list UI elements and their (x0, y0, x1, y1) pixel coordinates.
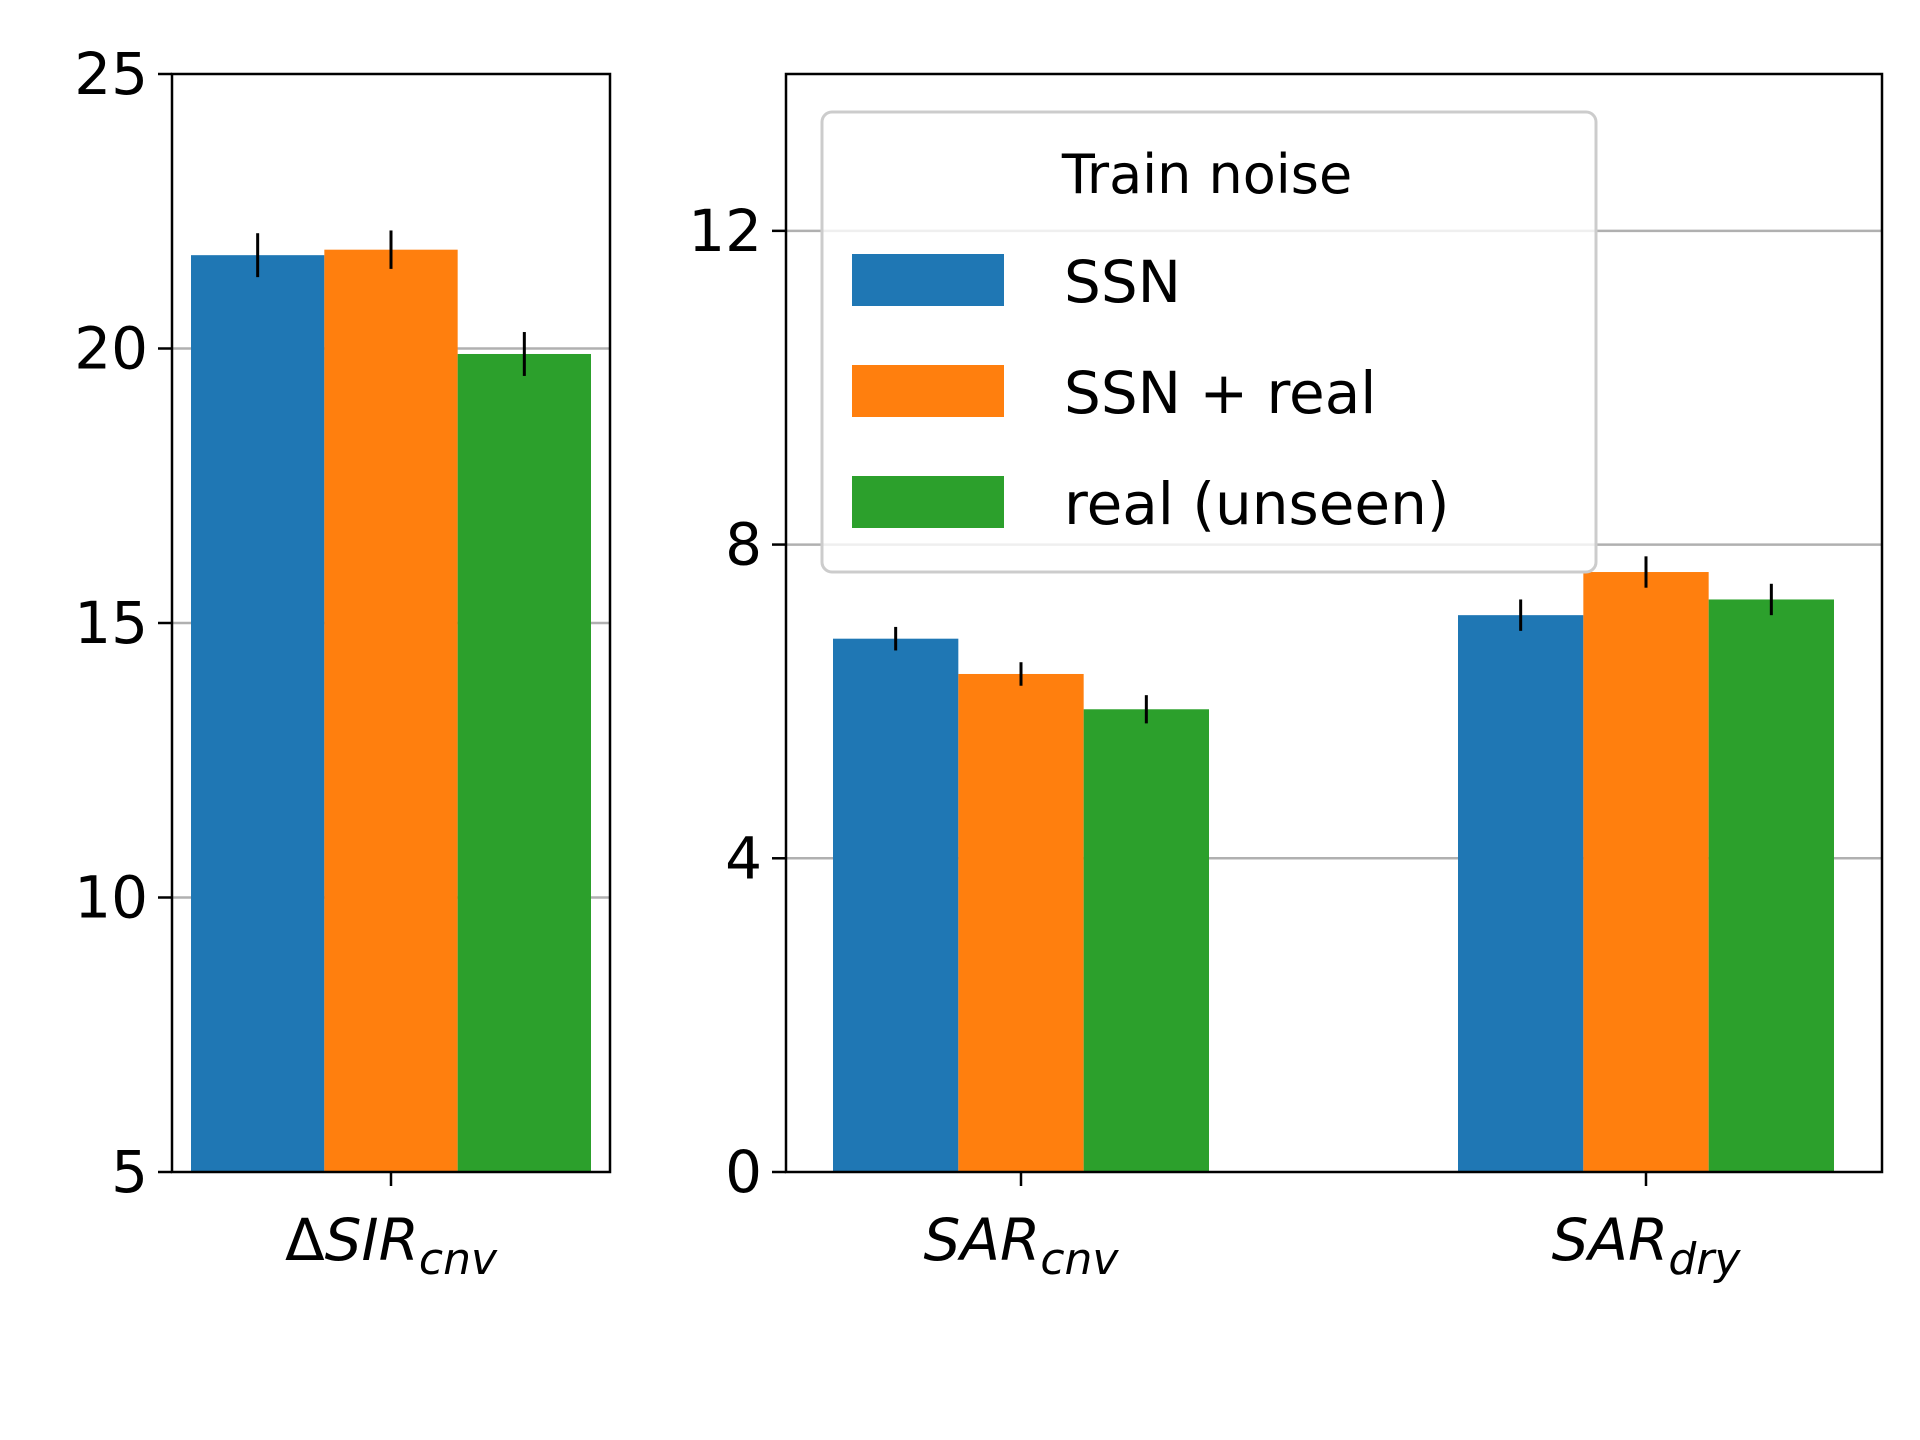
ytick-label-0-0: 5 (111, 1138, 148, 1206)
ytick-label-1-1: 4 (725, 824, 762, 892)
ytick-label-1-0: 0 (725, 1138, 762, 1206)
legend-label-real-unseen: real (unseen) (1064, 470, 1449, 538)
bar-sar-dry-real-unseen (1708, 599, 1834, 1172)
legend-swatch-ssn (852, 254, 1004, 306)
legend: Train noise SSN SSN + real real (unseen) (820, 110, 1598, 574)
bar-sar-dry-ssn (1458, 615, 1584, 1172)
legend-swatch-ssn-real (852, 365, 1004, 417)
legend-label-ssn: SSN (1064, 248, 1181, 316)
panel-sar: 0 4 8 12 SARcnv SARdry (688, 72, 1884, 1285)
legend-frame (820, 110, 1598, 574)
legend-swatch-real-unseen (852, 476, 1004, 528)
bar-sar-dry-ssn-real (1583, 572, 1709, 1172)
axes-frame-1 (784, 72, 1884, 1174)
bar-dsir-cnv-ssn-real (324, 249, 458, 1172)
bar-sar-cnv-real-unseen (1083, 709, 1209, 1172)
bar-dsir-cnv-ssn (191, 255, 325, 1173)
legend-title: Train noise (1061, 143, 1352, 206)
bar-sar-cnv-ssn-real (958, 673, 1084, 1172)
xtick-label-sar-cnv: SARcnv (924, 1206, 1120, 1285)
xtick-label-sar-dry: SARdry (1552, 1206, 1742, 1285)
ytick-label-1-3: 12 (688, 197, 762, 265)
bar-dsir-cnv-real-unseen (457, 353, 591, 1172)
ytick-label-0-4: 25 (74, 40, 148, 108)
ytick-label-0-3: 20 (74, 315, 148, 383)
ytick-label-1-2: 8 (725, 511, 762, 579)
ytick-label-0-1: 10 (74, 864, 148, 932)
xtick-label-dsir-cnv: ΔSIRcnv (285, 1206, 498, 1285)
legend-label-ssn-real: SSN + real (1064, 359, 1376, 427)
panel-delta-sir: 5 10 15 20 25 ΔSIRcnv (74, 40, 612, 1285)
ytick-label-0-2: 15 (74, 589, 148, 657)
bar-sar-cnv-ssn (833, 638, 959, 1172)
